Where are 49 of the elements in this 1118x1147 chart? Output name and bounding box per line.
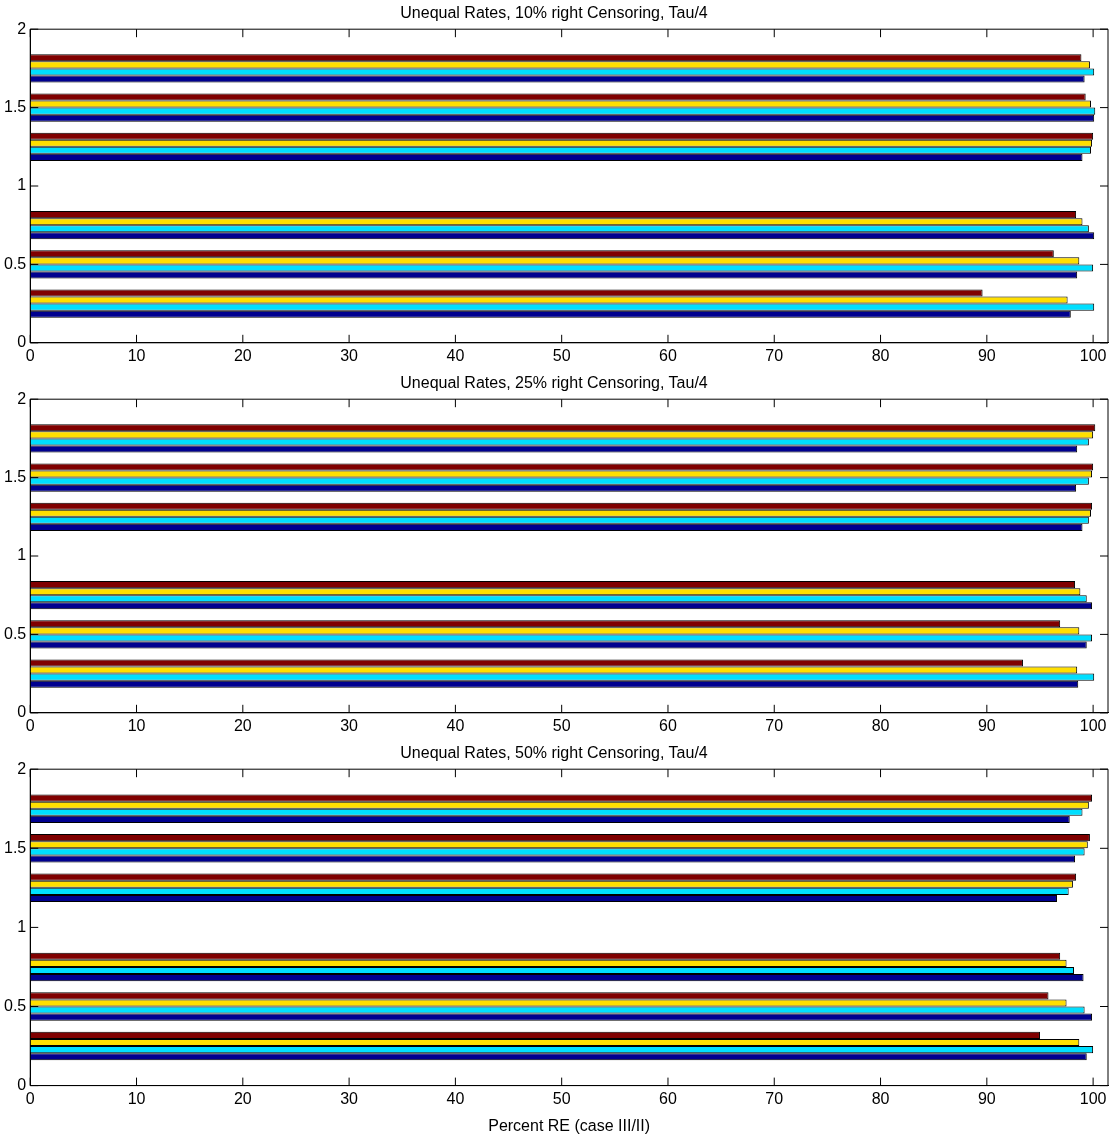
y-tick-label: 1.5 (3, 98, 27, 116)
x-axis-title: Percent RE (case III/II) (488, 1116, 651, 1134)
x-tick-label: 30 (340, 716, 359, 734)
y-tick-label: 0 (17, 1076, 27, 1094)
x-tick-label: 20 (233, 346, 252, 364)
y-tick-label: 0.5 (3, 996, 27, 1014)
y-tick-label: 1 (17, 176, 27, 194)
x-tick-label: 50 (552, 716, 571, 734)
x-tick-label: 50 (552, 346, 571, 364)
x-tick-label: 80 (871, 716, 890, 734)
x-tick-label: 80 (871, 346, 890, 364)
chart-title: Unequal Rates, 50% right Censoring, Tau/4 (400, 744, 708, 762)
y-tick-label: 1 (17, 546, 27, 564)
y-tick-label: 0 (17, 333, 27, 351)
y-tick-label: 0.5 (3, 254, 27, 272)
y-tick-label: 0 (17, 703, 27, 721)
x-tick-label: 20 (233, 716, 252, 734)
x-tick-label: 60 (659, 1089, 677, 1107)
x-tick-label: 90 (977, 1089, 996, 1107)
x-tick-label: 50 (552, 1089, 571, 1107)
x-tick-label: 10 (127, 346, 146, 364)
y-tick-label: 2 (17, 19, 27, 37)
x-tick-label: 40 (446, 716, 465, 734)
y-tick-label: 1 (17, 917, 27, 935)
x-tick-label: 30 (340, 1089, 359, 1107)
x-tick-label: 30 (340, 346, 359, 364)
chart-title: Unequal Rates, 25% right Censoring, Tau/4 (400, 374, 708, 392)
x-tick-label: 40 (446, 346, 465, 364)
y-tick-label: 2 (17, 389, 27, 407)
x-tick-label: 20 (233, 1089, 252, 1107)
y-tick-label: 1.5 (3, 468, 27, 486)
y-tick-label: 1.5 (3, 838, 27, 856)
y-tick-label: 2 (17, 759, 27, 777)
x-tick-label: 40 (446, 1089, 465, 1107)
x-tick-label: 60 (659, 716, 677, 734)
x-tick-label: 70 (765, 1089, 784, 1107)
x-tick-label: 10 (127, 1089, 146, 1107)
x-tick-label: 90 (977, 346, 996, 364)
chart-title: Unequal Rates, 10% right Censoring, Tau/4 (400, 4, 708, 22)
x-tick-label: 100 (1079, 716, 1107, 734)
x-tick-label: 70 (765, 716, 784, 734)
x-tick-label: 60 (659, 346, 677, 364)
x-tick-label: 90 (977, 716, 996, 734)
x-tick-label: 80 (871, 1089, 890, 1107)
y-tick-label: 0.5 (3, 624, 27, 642)
x-tick-label: 100 (1079, 346, 1107, 364)
x-tick-label: 100 (1079, 1089, 1107, 1107)
x-tick-label: 10 (127, 716, 146, 734)
x-tick-label: 70 (765, 346, 784, 364)
